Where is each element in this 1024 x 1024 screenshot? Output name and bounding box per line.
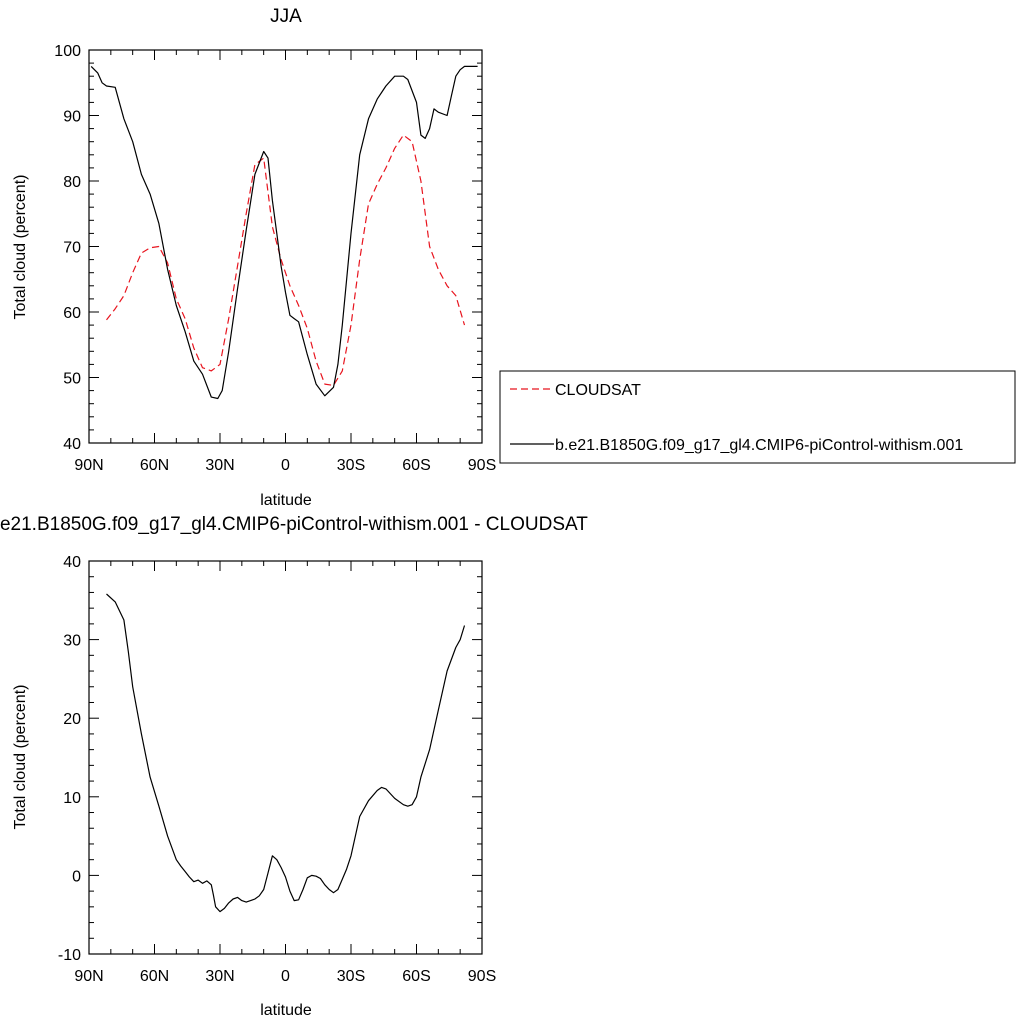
bottom-chart-series-line-model	[106, 593, 466, 913]
top-chart-y-tick-label: 80	[63, 174, 81, 191]
bottom-chart-x-tick-label: 30S	[337, 968, 365, 985]
bottom-chart-x-tick-label: 60N	[140, 968, 169, 985]
top-chart-y-tick-label: 100	[54, 43, 81, 60]
top-chart-x-tick-label: 90N	[74, 457, 103, 474]
top-chart-series-line-cloudsat	[106, 134, 466, 386]
top-chart-x-tick-label: 60N	[140, 457, 169, 474]
bottom-chart-y-tick-label: 20	[63, 711, 81, 728]
bottom-chart-x-tick-label: 90N	[74, 968, 103, 985]
bottom-chart-x-tick-label: 90S	[468, 968, 496, 985]
bottom-chart-x-tick-label: 60S	[402, 968, 430, 985]
bottom-chart-y-tick-label: 10	[63, 790, 81, 807]
bottom-chart-x-axis-label: latitude	[260, 1002, 312, 1019]
top-chart-y-tick-label: 50	[63, 371, 81, 388]
bottom-chart-panel: b.e21.B1850G.f09_g17_gl4.CMIP6-piControl…	[0, 514, 588, 1019]
top-chart-y-tick-label: 70	[63, 240, 81, 257]
top-chart-y-tick-label: 60	[63, 305, 81, 322]
top-chart-y-tick-label: 90	[63, 109, 81, 126]
bottom-chart-title: b.e21.B1850G.f09_g17_gl4.CMIP6-piControl…	[0, 514, 588, 535]
top-chart-x-tick-label: 30S	[337, 457, 365, 474]
bottom-chart-y-tick-label: -10	[58, 947, 81, 964]
bottom-chart-ticks: 90N 60N 30N 0 30S 60S 90S -10 0 10 20 30 40	[58, 554, 496, 985]
top-chart-x-tick-label: 90S	[468, 457, 496, 474]
bottom-chart-frame	[88, 560, 483, 955]
top-chart-x-axis-label: latitude	[260, 492, 312, 509]
top-chart-panel: JJA Total cloud (percent) latitude 90N 60…	[12, 6, 496, 509]
top-chart-y-axis-label: Total cloud (percent)	[12, 175, 29, 320]
top-chart-series	[90, 65, 478, 400]
legend: CLOUDSAT b.e21.B1850G.f09_g17_gl4.CMIP6-…	[499, 370, 1016, 464]
bottom-chart-y-tick-label: 0	[72, 868, 81, 885]
top-chart-x-tick-label: 60S	[402, 457, 430, 474]
bottom-chart-y-tick-label: 30	[63, 633, 81, 650]
bottom-chart-x-tick-label: 30N	[205, 968, 234, 985]
top-chart-series-line-model	[90, 65, 478, 400]
bottom-chart-y-axis-label: Total cloud (percent)	[12, 685, 29, 830]
top-chart-y-tick-label: 40	[63, 436, 81, 453]
top-chart-title: JJA	[270, 6, 302, 27]
top-chart-ticks: 90N 60N 30N 0 30S 60S 90S 40 50 60 70 80 90 100	[54, 43, 496, 474]
top-chart-frame	[88, 49, 483, 444]
legend-label-cloudsat: CLOUDSAT	[555, 382, 641, 399]
legend-label-model: b.e21.B1850G.f09_g17_gl4.CMIP6-piControl…	[555, 437, 963, 454]
bottom-chart-y-tick-label: 40	[63, 554, 81, 571]
bottom-chart-series	[106, 593, 466, 913]
top-chart-x-tick-label: 0	[281, 457, 290, 474]
bottom-chart-x-tick-label: 0	[281, 968, 290, 985]
legend-box	[499, 370, 1016, 464]
top-chart-x-tick-label: 30N	[205, 457, 234, 474]
